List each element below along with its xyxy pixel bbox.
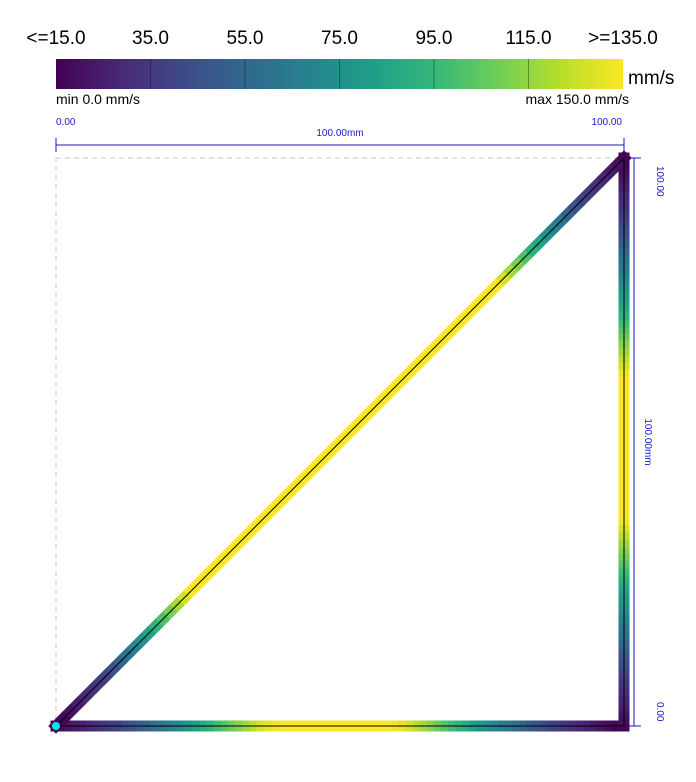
y-dim-length-label: 100.00mm (642, 418, 653, 465)
colorbar-tick-label: 35.0 (132, 28, 169, 49)
colorbar: <=15.0 35.0 55.0 75.0 95.0 115.0 >=135.0 mm/s … (26, 28, 674, 107)
colorbar-min-label: min 0.0 mm/s (56, 91, 140, 107)
colorbar-gradient (56, 59, 623, 89)
x-dim-end-label: 100.00 (591, 117, 622, 128)
x-dim-start-label: 0.00 (56, 117, 76, 128)
colorbar-tick-label: 115.0 (505, 28, 551, 49)
colorbar-tick-label: 75.0 (321, 28, 358, 49)
bounding-box (55, 157, 625, 727)
colorbar-unit: mm/s (628, 68, 674, 89)
toolpath-centerline (55, 156, 625, 727)
y-dim-start-label: 0.00 (654, 702, 665, 722)
start-point-marker (52, 722, 60, 730)
dimension-annotations: 0.00 100.00 100.00mm 100.00 0.00 100.00m… (55, 117, 665, 727)
colorbar-tick-label: 95.0 (416, 28, 453, 49)
y-dim-end-label: 100.00 (654, 166, 665, 197)
colorbar-tick-label: 55.0 (227, 28, 264, 49)
x-dim-length-label: 100.00mm (316, 128, 363, 139)
colorbar-tick-label: <=15.0 (26, 28, 85, 49)
colorbar-tick-label: >=135.0 (588, 28, 658, 49)
colorbar-max-label: max 150.0 mm/s (526, 91, 629, 107)
